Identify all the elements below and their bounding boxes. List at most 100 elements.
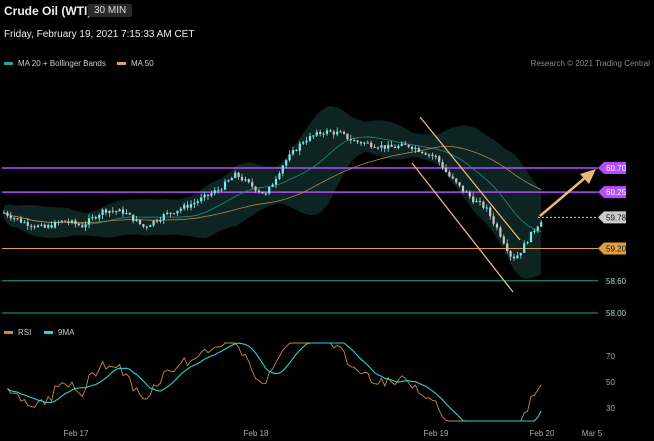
candle-body <box>230 178 233 181</box>
candle-body <box>132 214 135 222</box>
candle-body <box>251 182 254 187</box>
candle-body <box>189 204 193 208</box>
candle-body <box>210 193 213 196</box>
candle-body <box>40 224 43 226</box>
candle-body <box>64 220 67 222</box>
candle-body <box>118 209 121 212</box>
rsi-line <box>7 342 542 422</box>
candle-body <box>104 209 108 213</box>
price-label-59-20: 59.20 <box>606 245 627 254</box>
candle-body <box>312 135 315 137</box>
candle-body <box>431 154 434 156</box>
candle-body <box>60 220 63 223</box>
rsi-tick-50: 50 <box>606 378 615 387</box>
candle-body <box>370 142 373 147</box>
legend-label: MA 50 <box>131 59 154 68</box>
candle-body <box>121 209 125 214</box>
candle-body <box>77 224 80 226</box>
candle-body <box>291 150 295 155</box>
candle-body <box>183 204 186 209</box>
x-tick-label: Feb 20 <box>530 429 555 438</box>
candle-body <box>356 140 359 142</box>
candle-body <box>485 207 488 209</box>
candle-body <box>376 147 380 149</box>
candle-body <box>536 226 539 231</box>
candle-body <box>468 192 471 197</box>
candle-body <box>142 224 145 227</box>
candle-body <box>6 212 9 216</box>
candle-body <box>458 182 461 186</box>
x-tick-label: Feb 17 <box>64 429 89 438</box>
candle-body <box>281 165 284 174</box>
candle-body <box>519 252 522 256</box>
candle-body <box>13 218 16 220</box>
candle-body <box>444 168 448 172</box>
price-label-60-25: 60.25 <box>606 188 627 197</box>
projection-arrow-shaft <box>539 176 587 217</box>
candle-body <box>390 144 393 147</box>
candle-body <box>387 144 390 149</box>
price-label-box <box>598 162 626 174</box>
candle-body <box>472 196 475 203</box>
candle-body <box>268 186 271 194</box>
candle-body <box>172 213 176 215</box>
price-label-58-60: 58.60 <box>606 277 627 286</box>
interval-badge[interactable]: 30 MIN <box>88 4 133 17</box>
candle-body <box>499 227 502 237</box>
candle-body <box>448 171 451 177</box>
candle-body <box>217 190 220 192</box>
candle-body <box>16 218 19 220</box>
candle-body <box>108 210 111 213</box>
candle-body <box>410 146 414 150</box>
candle-body <box>427 154 431 156</box>
candle-body <box>261 191 264 194</box>
candle-body <box>220 189 223 191</box>
candle-body <box>240 176 244 181</box>
candle-body <box>223 181 227 190</box>
candle-body <box>482 201 485 208</box>
annotations <box>411 116 596 293</box>
candle-body <box>155 220 159 222</box>
candle-body <box>271 184 274 187</box>
candle-body <box>465 191 468 193</box>
legend-label: 9MA <box>58 328 75 337</box>
candle-body <box>94 217 97 219</box>
candle-body <box>135 219 138 222</box>
candle-body <box>455 178 458 183</box>
rsi-panel: 70 50 30 <box>7 342 615 422</box>
candle-body <box>308 135 312 141</box>
projection-arrow-head <box>580 169 596 184</box>
candle-body <box>288 154 291 161</box>
candle-body <box>339 131 342 133</box>
candle-body <box>434 155 437 157</box>
candle-body <box>461 185 465 192</box>
candle-body <box>325 130 329 134</box>
rsi-tick-70: 70 <box>606 352 615 361</box>
price-label-box <box>598 242 626 255</box>
candle-body <box>179 208 182 211</box>
candle-body <box>492 216 495 224</box>
candle-body <box>336 131 339 135</box>
candle-body <box>33 226 36 228</box>
chart-title: Crude Oil (WTI) <box>4 4 92 18</box>
candle-body <box>278 173 281 179</box>
candle-body <box>509 251 512 257</box>
candle-body <box>332 131 335 135</box>
candle-body <box>393 146 397 148</box>
candle-body <box>213 190 216 194</box>
candle-body <box>30 225 33 227</box>
candle-body <box>451 176 454 179</box>
candle-body <box>495 223 499 228</box>
price-axis-labels: 60.70 60.25 59.78 59.20 58.60 58.00 <box>598 162 627 318</box>
candle-body <box>257 190 261 192</box>
candle-body <box>115 211 118 213</box>
candle-body <box>237 172 240 177</box>
candle-body <box>145 226 148 228</box>
candle-body <box>489 207 492 217</box>
candle-body <box>159 220 162 222</box>
x-axis: Feb 17 Feb 18 Feb 19 Feb 20 Mar 5 <box>64 429 603 438</box>
legend-rsi: RSI <box>4 328 31 337</box>
x-tick-label: Feb 19 <box>424 429 449 438</box>
candle-body <box>506 243 509 252</box>
candle-body <box>176 210 179 214</box>
